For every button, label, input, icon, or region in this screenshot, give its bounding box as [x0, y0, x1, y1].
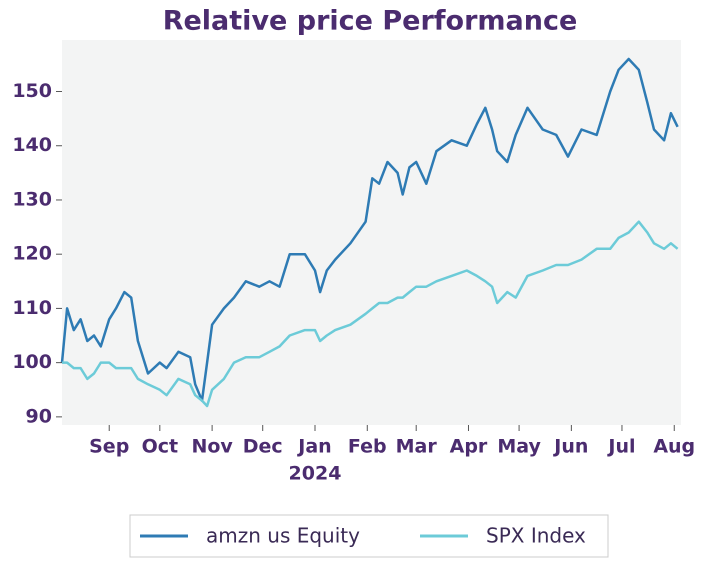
- x-tick-label: Oct: [142, 436, 179, 458]
- x-tick-label: Feb: [348, 436, 387, 458]
- year-label: 2024: [289, 463, 342, 485]
- legend-label: amzn us Equity: [206, 524, 360, 548]
- x-tick-label: Jan: [296, 436, 331, 458]
- y-tick-label: 150: [12, 80, 52, 102]
- x-tick-label: May: [497, 436, 541, 458]
- legend-label: SPX Index: [486, 524, 586, 548]
- legend: [129, 514, 609, 558]
- plot-area: [62, 40, 681, 425]
- x-tick-label: Apr: [450, 436, 488, 458]
- x-tick-label: Dec: [243, 436, 283, 458]
- y-tick-label: 100: [12, 351, 52, 373]
- y-tick-label: 130: [12, 188, 52, 210]
- x-tick-label: Jul: [606, 436, 635, 458]
- x-tick-label: Sep: [89, 436, 129, 458]
- x-tick-label: Aug: [653, 436, 695, 458]
- x-tick-label: Nov: [191, 436, 233, 458]
- series-line: [62, 220, 679, 408]
- series-line: [60, 57, 679, 402]
- chart-title: Relative price Performance: [163, 6, 578, 37]
- y-tick-label: 120: [12, 243, 52, 265]
- y-tick-label: 90: [26, 405, 52, 427]
- y-tick-label: 140: [12, 134, 52, 156]
- y-tick-label: 110: [12, 297, 52, 319]
- x-tick-label: Jun: [552, 436, 588, 458]
- x-tick-label: Mar: [396, 436, 438, 458]
